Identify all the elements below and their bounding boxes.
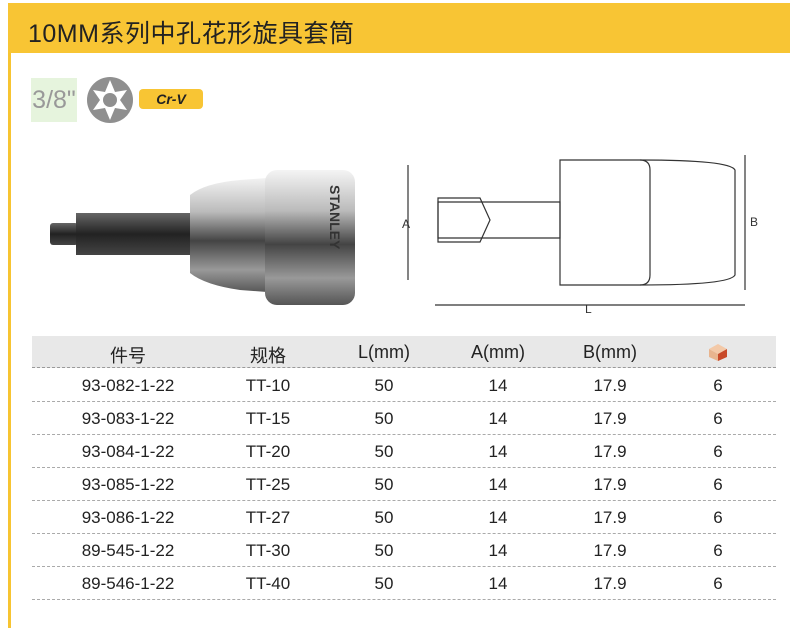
box-icon xyxy=(709,344,727,361)
dim-l-label: L xyxy=(585,302,592,316)
cell-pack-qty: 6 xyxy=(713,475,723,494)
title-banner xyxy=(8,3,790,53)
cell-a-dim: 14 xyxy=(488,541,508,560)
cell-b-dim: 17.9 xyxy=(593,376,627,395)
cell-length: 50 xyxy=(374,475,394,494)
table-header: 件号 规格 L(mm) A(mm) B(mm) xyxy=(32,336,776,368)
table-row: 93-084-1-22 TT-20 50 14 17.9 6 xyxy=(32,435,776,468)
cell-spec: TT-27 xyxy=(245,508,291,527)
cell-length: 50 xyxy=(374,508,394,527)
cell-pack-qty: 6 xyxy=(713,442,723,461)
col-l: L(mm) xyxy=(358,342,410,362)
table-row: 89-545-1-22 TT-30 50 14 17.9 6 xyxy=(32,534,776,567)
cell-length: 50 xyxy=(374,376,394,395)
table-row: 93-082-1-22 TT-10 50 14 17.9 6 xyxy=(32,369,776,402)
col-b: B(mm) xyxy=(583,342,637,362)
cell-length: 50 xyxy=(374,541,394,560)
cell-b-dim: 17.9 xyxy=(593,574,627,593)
cell-length: 50 xyxy=(374,574,394,593)
product-photo: STANLEY xyxy=(50,170,355,305)
cell-pack-qty: 6 xyxy=(713,541,723,560)
torx-icon xyxy=(87,77,133,123)
dim-b-label: B xyxy=(750,215,758,229)
cell-spec: TT-30 xyxy=(245,541,291,560)
cell-spec: TT-25 xyxy=(245,475,291,494)
cell-a-dim: 14 xyxy=(488,508,508,527)
cell-pack-qty: 6 xyxy=(713,508,723,527)
table-row: 93-083-1-22 TT-15 50 14 17.9 6 xyxy=(32,402,776,435)
drive-size-label: 3/8" xyxy=(31,78,77,122)
cell-spec: TT-20 xyxy=(245,442,291,461)
cell-part-no: 89-546-1-22 xyxy=(81,574,175,593)
cell-part-no: 93-084-1-22 xyxy=(81,442,175,461)
cell-length: 50 xyxy=(374,442,394,461)
page-title: 10MM系列中孔花形旋具套筒 xyxy=(28,20,355,48)
cell-length: 50 xyxy=(374,409,394,428)
cell-a-dim: 14 xyxy=(488,376,508,395)
cell-part-no: 93-085-1-22 xyxy=(81,475,175,494)
cell-b-dim: 17.9 xyxy=(593,409,627,428)
cell-a-dim: 14 xyxy=(488,475,508,494)
cell-pack-qty: 6 xyxy=(713,574,723,593)
brand-text: STANLEY xyxy=(327,185,343,250)
cell-b-dim: 17.9 xyxy=(593,508,627,527)
table-row: 89-546-1-22 TT-40 50 14 17.9 6 xyxy=(32,567,776,600)
material-badge: Cr-V xyxy=(139,89,203,109)
dimension-diagram: A B L xyxy=(402,155,758,316)
page-frame xyxy=(8,3,790,628)
col-spec: 规格 xyxy=(250,346,286,366)
cell-pack-qty: 6 xyxy=(713,409,723,428)
cell-part-no: 93-086-1-22 xyxy=(81,508,175,527)
col-a: A(mm) xyxy=(471,342,525,362)
table-row: 93-086-1-22 TT-27 50 14 17.9 6 xyxy=(32,501,776,534)
cell-part-no: 93-082-1-22 xyxy=(81,376,175,395)
cell-a-dim: 14 xyxy=(488,442,508,461)
cell-spec: TT-15 xyxy=(245,409,291,428)
col-part-no: 件号 xyxy=(110,346,146,366)
cell-b-dim: 17.9 xyxy=(593,475,627,494)
table-row: 93-085-1-22 TT-25 50 14 17.9 6 xyxy=(32,468,776,501)
cell-pack-qty: 6 xyxy=(713,376,723,395)
cell-a-dim: 14 xyxy=(488,409,508,428)
cell-b-dim: 17.9 xyxy=(593,541,627,560)
cell-b-dim: 17.9 xyxy=(593,442,627,461)
cell-spec: TT-40 xyxy=(245,574,291,593)
cell-a-dim: 14 xyxy=(488,574,508,593)
cell-part-no: 89-545-1-22 xyxy=(81,541,175,560)
cell-spec: TT-10 xyxy=(245,376,291,395)
cell-part-no: 93-083-1-22 xyxy=(81,409,175,428)
dim-a-label: A xyxy=(402,217,410,231)
